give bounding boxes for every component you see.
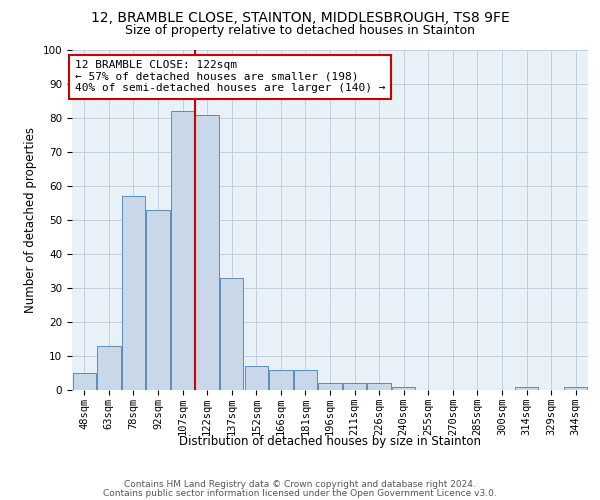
Y-axis label: Number of detached properties: Number of detached properties [24, 127, 37, 313]
Bar [269, 370, 293, 390]
Bar [343, 383, 366, 390]
Bar [319, 383, 341, 390]
Bar [73, 373, 96, 390]
Text: Contains HM Land Registry data © Crown copyright and database right 2024.: Contains HM Land Registry data © Crown c… [124, 480, 476, 489]
Bar [146, 210, 170, 390]
Bar [171, 111, 194, 390]
Bar [392, 386, 415, 390]
Bar [564, 386, 587, 390]
Bar [196, 114, 219, 390]
Bar [294, 370, 317, 390]
Bar [97, 346, 121, 390]
Text: 12 BRAMBLE CLOSE: 122sqm
← 57% of detached houses are smaller (198)
40% of semi-: 12 BRAMBLE CLOSE: 122sqm ← 57% of detach… [74, 60, 385, 94]
Bar [245, 366, 268, 390]
Text: Contains public sector information licensed under the Open Government Licence v3: Contains public sector information licen… [103, 488, 497, 498]
Bar [220, 278, 244, 390]
Text: Distribution of detached houses by size in Stainton: Distribution of detached houses by size … [179, 435, 481, 448]
Text: Size of property relative to detached houses in Stainton: Size of property relative to detached ho… [125, 24, 475, 37]
Bar [122, 196, 145, 390]
Bar [515, 386, 538, 390]
Text: 12, BRAMBLE CLOSE, STAINTON, MIDDLESBROUGH, TS8 9FE: 12, BRAMBLE CLOSE, STAINTON, MIDDLESBROU… [91, 11, 509, 25]
Bar [367, 383, 391, 390]
